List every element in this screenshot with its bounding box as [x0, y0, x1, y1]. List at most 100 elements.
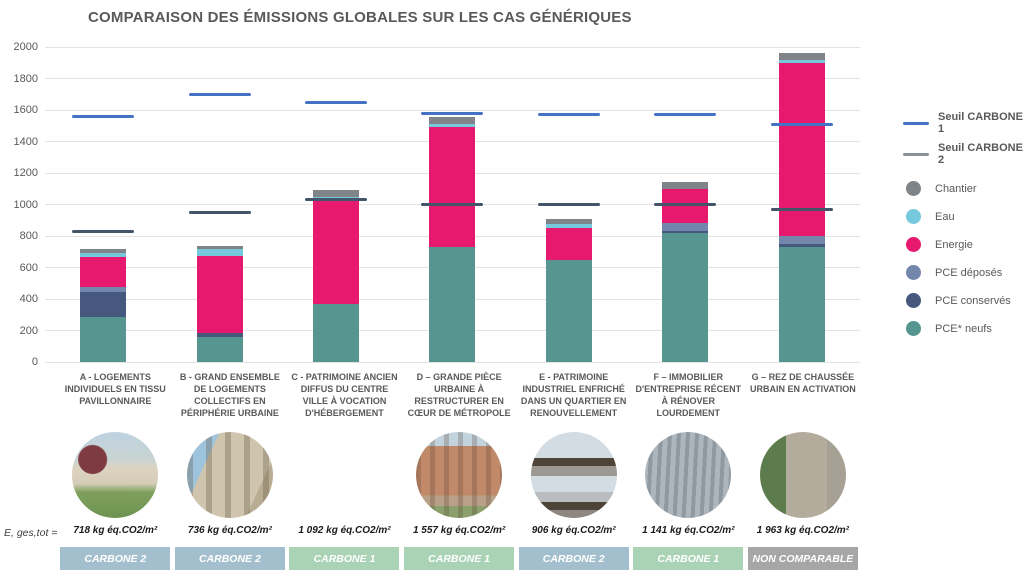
legend-item-label: Energie: [935, 238, 973, 251]
legend-item-label: Seuil CARBONE 2: [938, 142, 1023, 166]
bar-segment-energie: [429, 127, 476, 248]
legend-item-label: Eau: [935, 210, 955, 223]
bar-segment-chantier: [80, 248, 127, 253]
bar-segment-pce-conserves: [80, 291, 127, 318]
threshold-line-seuil1: [72, 114, 135, 118]
case-total-value: 1 963 kg éq.CO2/m²: [756, 525, 850, 536]
gridline: [45, 361, 860, 363]
carbone-badge: NON COMPARABLE: [747, 547, 858, 570]
gridline: [45, 78, 860, 79]
threshold-line-seuil2: [188, 210, 251, 214]
bar-segment-pce-conserves: [662, 230, 709, 234]
case-total-value: 1 141 kg éq.CO2/m²: [642, 525, 735, 536]
legend-circle-marker-icon: [906, 237, 921, 252]
legend: Seuil CARBONE 1 Seuil CARBONE 2 Chantier Ea…: [903, 111, 1023, 349]
bar-segment-chantier: [429, 116, 476, 124]
bar-column: [45, 47, 161, 362]
y-axis: 0 200 400 600 800 1000 1200 1400 1600 1800 2000: [0, 41, 40, 368]
bar-segment-pce-neufs: [80, 317, 127, 362]
case-photo-structure-industrielle: [530, 432, 617, 518]
bar-column: [627, 47, 743, 362]
bar-segment-pce-neufs: [313, 303, 360, 362]
case-total-value: 718 kg éq.CO2/m²: [73, 525, 158, 536]
legend-item-label: Seuil CARBONE 1: [938, 111, 1023, 135]
case-photo-batiment-pierre-urbain: [759, 432, 846, 518]
bar-segment-pce-neufs: [196, 336, 243, 362]
threshold-line-seuil1: [654, 113, 717, 117]
bar-segment-energie: [80, 256, 127, 287]
case-label: C - PATRIMOINE ANCIEN DIFFUS DU CENTRE V…: [291, 372, 398, 418]
bar-segment-eau: [778, 59, 825, 64]
bar-segment-chantier: [662, 182, 709, 189]
carbone-badge: CARBONE 2: [518, 547, 629, 570]
stacked-bar: [662, 182, 709, 362]
carbone-badge: CARBONE 1: [404, 547, 515, 570]
case-column: C - PATRIMOINE ANCIEN DIFFUS DU CENTRE V…: [287, 369, 402, 588]
bar-segment-pce-conserves: [196, 332, 243, 337]
threshold-line-seuil1: [421, 111, 484, 115]
case-column: E - PATRIMOINE INDUSTRIEL ENFRICHÉ DANS …: [516, 369, 631, 588]
y-tick-label: 1000: [13, 198, 38, 211]
bar-segment-pce-neufs: [429, 247, 476, 362]
legend-circle-marker-icon: [906, 293, 921, 308]
bar-segment-pce-deposes: [662, 222, 709, 231]
legend-item-label: Chantier: [935, 182, 977, 195]
bar-column: [394, 47, 510, 362]
case-photo-pavillon-maison-individuelle: [72, 432, 159, 518]
y-tick-label: 1800: [13, 72, 38, 85]
bar-segment-energie: [196, 256, 243, 333]
case-column: B - GRAND ENSEMBLE DE LOGEMENTS COLLECTI…: [173, 369, 288, 588]
case-photo-maison-ancienne-centre-ville: [301, 432, 387, 518]
bar-segment-chantier: [313, 190, 360, 198]
case-total-value: 736 kg éq.CO2/m²: [187, 525, 272, 536]
carbone-badge: CARBONE 2: [174, 547, 285, 570]
bar-segment-pce-deposes: [80, 286, 127, 292]
legend-item: Energie: [903, 237, 1023, 252]
stacked-bar: [778, 52, 825, 362]
y-tick-label: 2000: [13, 41, 38, 53]
case-photo-immeuble-logements-collectifs: [186, 432, 273, 518]
case-photo-immeuble-bureaux-moderne: [645, 432, 732, 518]
stacked-bar: [80, 248, 127, 362]
y-tick-label: 1400: [13, 135, 38, 148]
threshold-line-seuil1: [188, 92, 251, 96]
legend-line-marker-icon: [903, 152, 929, 156]
y-tick-label: 200: [19, 324, 38, 337]
y-tick-label: 800: [19, 230, 38, 242]
y-tick-label: 1600: [13, 104, 38, 116]
case-column: G – REZ DE CHAUSSÉE URBAIN EN ACTIVATION…: [746, 369, 861, 588]
legend-item-label: PCE* neufs: [935, 322, 992, 335]
threshold-line-seuil2: [654, 203, 717, 206]
threshold-line-seuil2: [421, 203, 484, 206]
bar-segment-energie: [313, 201, 360, 304]
bar-column: [278, 47, 394, 362]
bar-segment-eau: [196, 249, 243, 257]
legend-item: PCE déposés: [903, 265, 1023, 280]
threshold-line-seuil2: [305, 198, 368, 202]
carbone-badge: CARBONE 2: [60, 547, 171, 570]
carbone-badge: CARBONE 1: [289, 547, 400, 570]
case-label: B - GRAND ENSEMBLE DE LOGEMENTS COLLECTI…: [179, 372, 280, 418]
bar-segment-eau: [80, 252, 127, 257]
legend-item: PCE* neufs: [903, 321, 1023, 336]
gridline: [45, 109, 860, 111]
legend-item-label: PCE déposés: [935, 266, 1003, 279]
case-total-value: 1 092 kg éq.CO2/m²: [298, 525, 391, 536]
legend-circle-marker-icon: [906, 321, 921, 336]
bar-column: [744, 47, 860, 362]
bar-segment-pce-neufs: [662, 233, 709, 362]
plot-area: [45, 46, 860, 363]
legend-item: Seuil CARBONE 1: [903, 111, 1023, 135]
gridline: [45, 46, 860, 48]
legend-circle-marker-icon: [906, 265, 921, 280]
case-photo-grand-batiment-metropole: [416, 432, 503, 518]
stacked-bar: [196, 246, 243, 362]
bar-segment-chantier: [778, 52, 825, 60]
case-column: A - LOGEMENTS INDIVIDUELS EN TISSU PAVIL…: [58, 369, 173, 588]
stacked-bar: [429, 116, 476, 362]
y-tick-label: 400: [19, 293, 38, 305]
case-total-value: 1 557 kg éq.CO2/m²: [412, 525, 506, 536]
y-tick-label: 0: [31, 356, 38, 368]
bar-segment-eau: [545, 224, 592, 229]
